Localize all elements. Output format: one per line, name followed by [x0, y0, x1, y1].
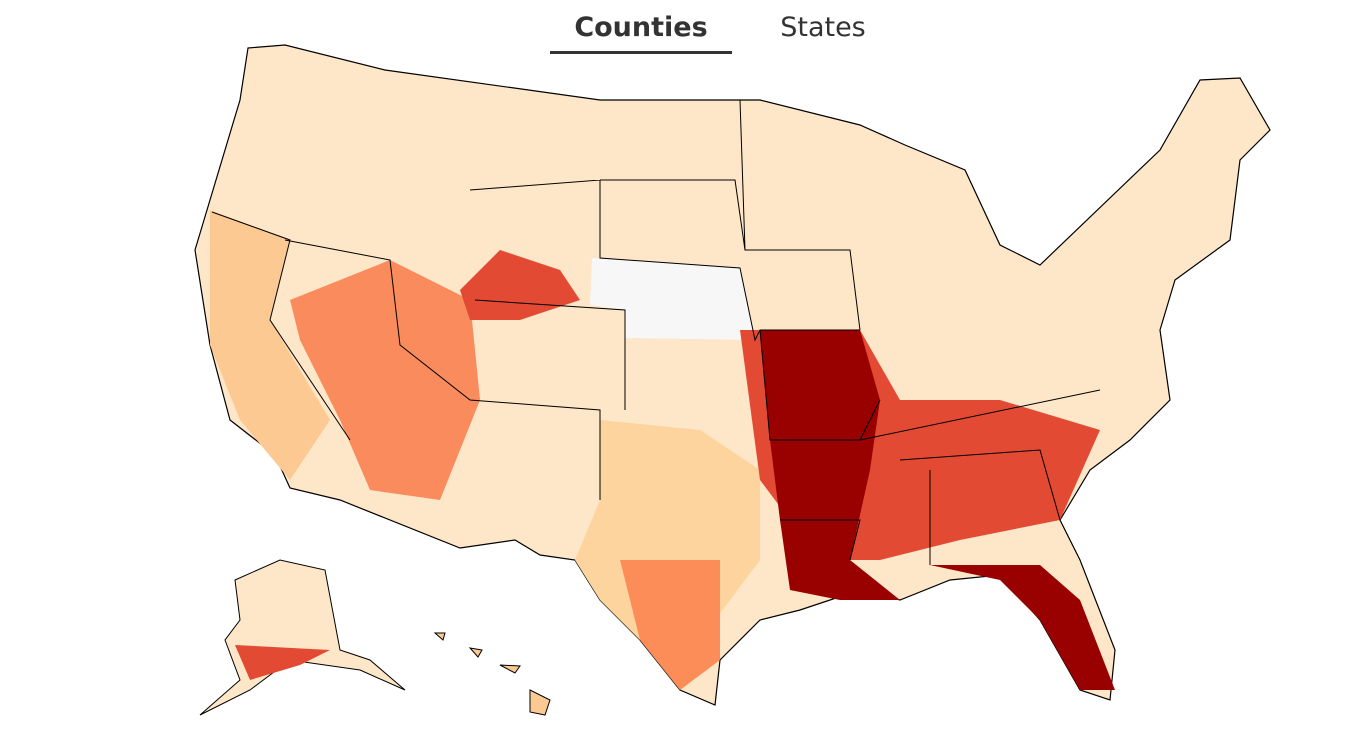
alaska — [199, 559, 406, 716]
region — [590, 258, 755, 340]
border — [211, 99, 1101, 565]
region — [620, 560, 720, 690]
state-borders — [211, 99, 1101, 565]
hawaii — [433, 632, 551, 716]
tab[interactable]: States — [780, 12, 866, 43]
island — [433, 632, 446, 641]
island — [499, 664, 521, 674]
region — [460, 250, 580, 320]
county-shading — [210, 210, 1115, 690]
alaska-shading — [235, 645, 330, 680]
region — [290, 260, 480, 500]
tab[interactable]: Counties — [550, 12, 732, 54]
region — [210, 210, 330, 480]
region — [930, 565, 1115, 690]
region — [760, 330, 900, 600]
island — [468, 647, 483, 658]
tab-bar: Counties States — [0, 0, 1359, 60]
island — [529, 689, 551, 716]
